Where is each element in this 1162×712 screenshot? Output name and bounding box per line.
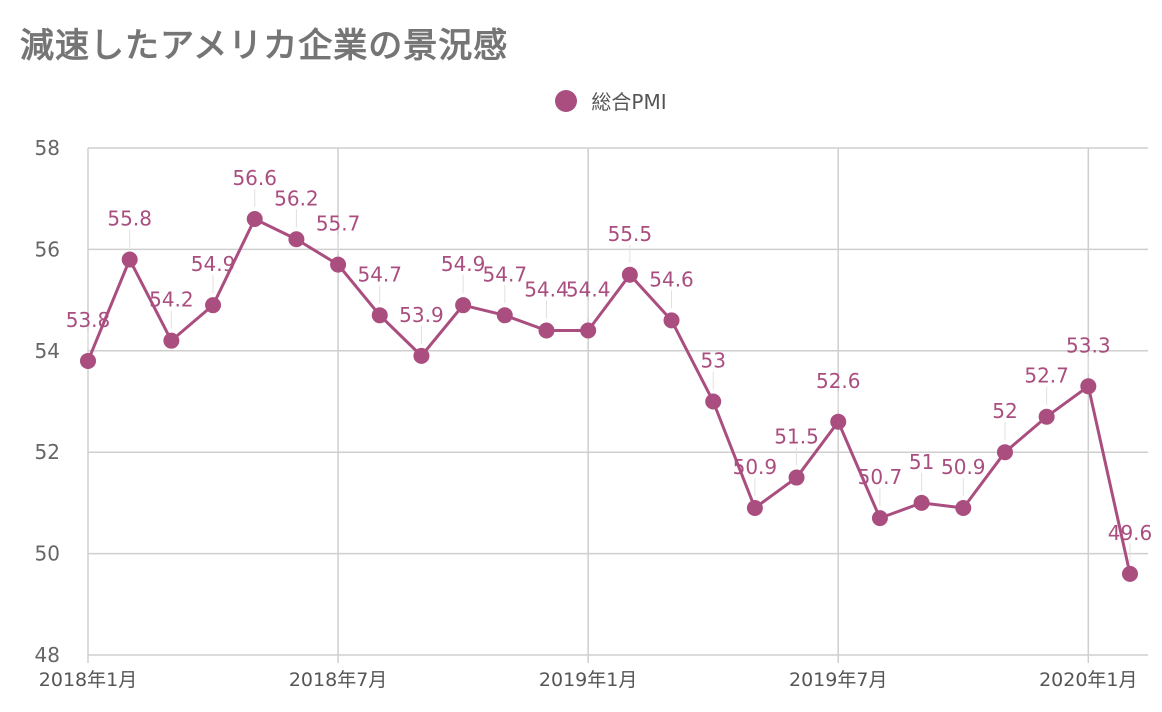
- legend-item-composite-pmi[interactable]: 総合PMI: [555, 86, 667, 115]
- data-point: [80, 352, 96, 369]
- data-label: 51: [909, 450, 934, 474]
- data-label: 53.9: [399, 303, 444, 327]
- y-tick-label: 54: [35, 339, 60, 363]
- data-point: [205, 297, 222, 314]
- x-tick-label: 2019年1月: [539, 669, 637, 691]
- data-point: [1038, 408, 1055, 425]
- data-label: 54.9: [191, 252, 236, 276]
- legend-label: 総合PMI: [591, 90, 667, 114]
- data-label: 54.9: [441, 252, 486, 276]
- y-tick-label: 50: [35, 542, 60, 566]
- data-point: [455, 297, 472, 314]
- data-point: [413, 347, 430, 364]
- data-point: [371, 307, 388, 324]
- data-label: 55.8: [107, 207, 152, 231]
- data-label: 52: [992, 399, 1017, 423]
- y-tick-label: 48: [35, 643, 60, 667]
- data-point: [663, 312, 680, 329]
- data-label: 54.4: [566, 278, 611, 302]
- data-label: 54.6: [649, 267, 694, 291]
- x-tick-label: 2018年7月: [289, 669, 387, 691]
- data-label: 55.7: [316, 212, 361, 236]
- data-label: 50.9: [733, 455, 778, 479]
- data-label: 54.7: [357, 262, 402, 286]
- data-label: 51.5: [774, 425, 819, 449]
- y-tick-label: 56: [35, 237, 60, 261]
- data-point: [580, 322, 597, 339]
- data-label: 49.6: [1108, 521, 1153, 545]
- data-label: 54.4: [524, 278, 569, 302]
- y-tick-label: 58: [35, 136, 60, 160]
- data-point: [871, 510, 888, 527]
- data-point: [330, 256, 347, 273]
- data-point: [788, 469, 805, 486]
- data-label: 53.8: [66, 308, 111, 332]
- chart-legend: 総合PMI: [0, 86, 1162, 117]
- data-point: [705, 393, 722, 410]
- data-label: 50.7: [858, 465, 903, 489]
- y-tick-label: 52: [35, 440, 60, 464]
- data-point: [746, 499, 763, 516]
- data-point: [621, 266, 638, 283]
- data-label: 54.7: [483, 262, 528, 286]
- legend-marker-icon: [555, 89, 578, 112]
- x-tick-label: 2020年1月: [1039, 669, 1137, 691]
- data-label: 52.6: [816, 369, 861, 393]
- data-label: 52.7: [1024, 364, 1069, 388]
- data-point: [163, 332, 180, 349]
- data-label: 56.2: [274, 186, 319, 210]
- data-point: [1080, 378, 1097, 395]
- data-point: [288, 231, 305, 248]
- data-label: 50.9: [941, 455, 986, 479]
- data-point: [538, 322, 555, 339]
- data-point: [996, 444, 1013, 461]
- data-label: 56.6: [232, 166, 277, 190]
- data-point: [121, 251, 138, 268]
- x-tick-label: 2018年1月: [39, 669, 137, 691]
- data-point: [1122, 565, 1138, 582]
- data-label: 55.5: [608, 222, 653, 246]
- chart-title: 減速したアメリカ企業の景況感: [20, 26, 509, 66]
- data-label: 53.3: [1066, 333, 1111, 357]
- data-point: [246, 210, 263, 227]
- data-point: [830, 413, 847, 430]
- data-point: [913, 494, 930, 511]
- x-tick-label: 2019年7月: [789, 669, 887, 691]
- data-label: 53: [700, 349, 725, 373]
- data-point: [955, 499, 972, 516]
- data-label: 54.2: [149, 288, 194, 312]
- series-line-composite-pmi: [86, 217, 1132, 575]
- data-point: [496, 307, 513, 324]
